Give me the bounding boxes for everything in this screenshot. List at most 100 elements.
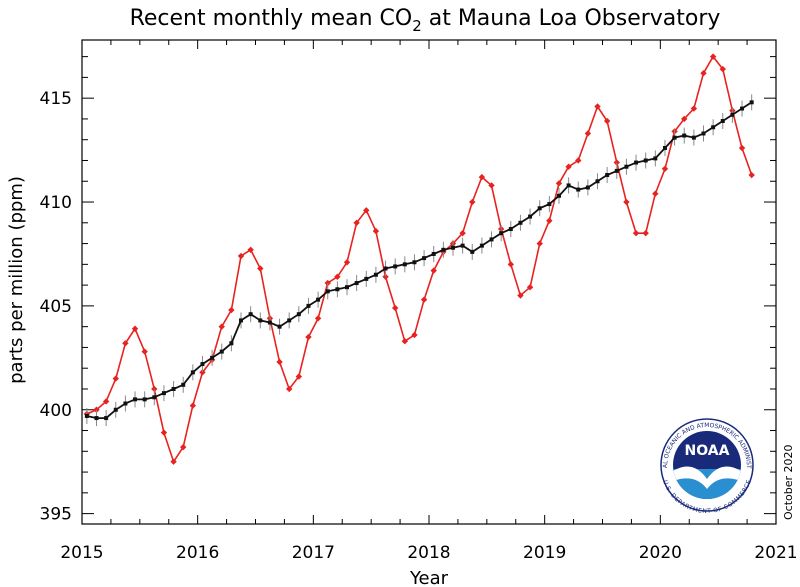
data-point [634,160,639,165]
data-point [248,312,253,317]
data-point [517,292,524,299]
data-point [576,187,581,192]
data-point [643,158,648,163]
data-point [373,272,378,277]
data-point [748,171,755,179]
y-axis-label: parts per million (ppm) [6,176,27,384]
data-point [372,227,380,235]
x-tick-label: 2021 [754,543,797,563]
series-line [86,101,753,420]
data-point [131,325,139,332]
series-line [86,55,753,464]
data-point [383,266,388,271]
data-point [171,386,176,391]
data-point [555,180,563,187]
data-point [151,385,158,393]
data-point [711,125,716,130]
data-point [594,103,601,110]
data-point [624,164,629,169]
data-point [749,100,754,105]
data-point [411,331,418,339]
data-point [459,229,466,237]
data-point [382,273,389,281]
chart-title: Recent monthly mean CO2 at Mauna Loa Obs… [130,6,721,35]
data-point [267,320,272,325]
data-point [258,318,263,323]
y-tick-label: 395 [40,505,72,525]
x-tick-label: 2019 [523,543,566,563]
data-point [614,168,619,173]
data-point [672,135,677,140]
data-point [401,338,409,345]
data-point [420,296,428,303]
data-point [537,206,542,211]
data-point [662,146,667,151]
data-point [354,281,359,286]
y-tick-label: 410 [40,193,72,213]
data-point [237,252,245,260]
data-point [94,416,99,421]
data-point [719,65,726,73]
data-point [102,398,110,405]
data-point [430,267,437,274]
data-point [402,262,407,267]
data-point [603,117,611,125]
data-point [412,260,417,265]
data-point [84,413,89,418]
data-point [189,402,197,409]
data-point [393,264,398,269]
y-axis: 395 400 405 410 415 [40,56,776,525]
noaa-logo: NATIONAL OCEANIC AND ATMOSPHERIC ADMINIS… [660,418,754,515]
data-point [499,231,504,236]
data-point [701,131,706,136]
data-point [343,259,351,266]
data-point [353,219,360,226]
data-point [652,190,659,197]
data-point [285,385,293,393]
data-point [257,265,264,272]
data-point [469,198,476,206]
data-point [526,283,534,291]
y-tick-label: 400 [40,401,72,421]
data-point [479,243,484,248]
data-point [93,406,100,413]
logo-text: NOAA [685,443,730,459]
data-point [345,285,350,290]
data-point [546,217,553,224]
data-point [470,249,475,254]
x-tick-label: 2017 [292,543,335,563]
y-tick-label: 415 [40,89,72,109]
data-point [653,156,658,161]
data-point [642,229,649,237]
data-point [740,106,745,111]
data-point [113,407,118,412]
data-point [391,304,399,312]
data-point [277,324,282,329]
data-point [181,382,186,387]
credit-date: October 2020 [782,444,795,520]
data-point [190,370,195,375]
data-point [210,355,215,360]
data-point [566,183,571,188]
data-point [422,256,427,261]
data-point [228,306,235,314]
data-point [691,135,696,140]
data-point [104,416,109,421]
data-point [123,401,128,406]
data-point [632,229,640,237]
data-point [681,115,688,123]
data-point [316,297,321,302]
data-point [141,348,148,355]
data-point [287,318,292,323]
data-point [170,458,177,465]
data-point [363,207,370,214]
data-point [488,182,495,189]
data-point [661,165,669,172]
data-point [700,70,707,77]
data-point [720,119,725,124]
data-point [478,173,486,181]
data-point [112,375,119,382]
data-point [334,273,341,281]
data-point [547,202,552,207]
